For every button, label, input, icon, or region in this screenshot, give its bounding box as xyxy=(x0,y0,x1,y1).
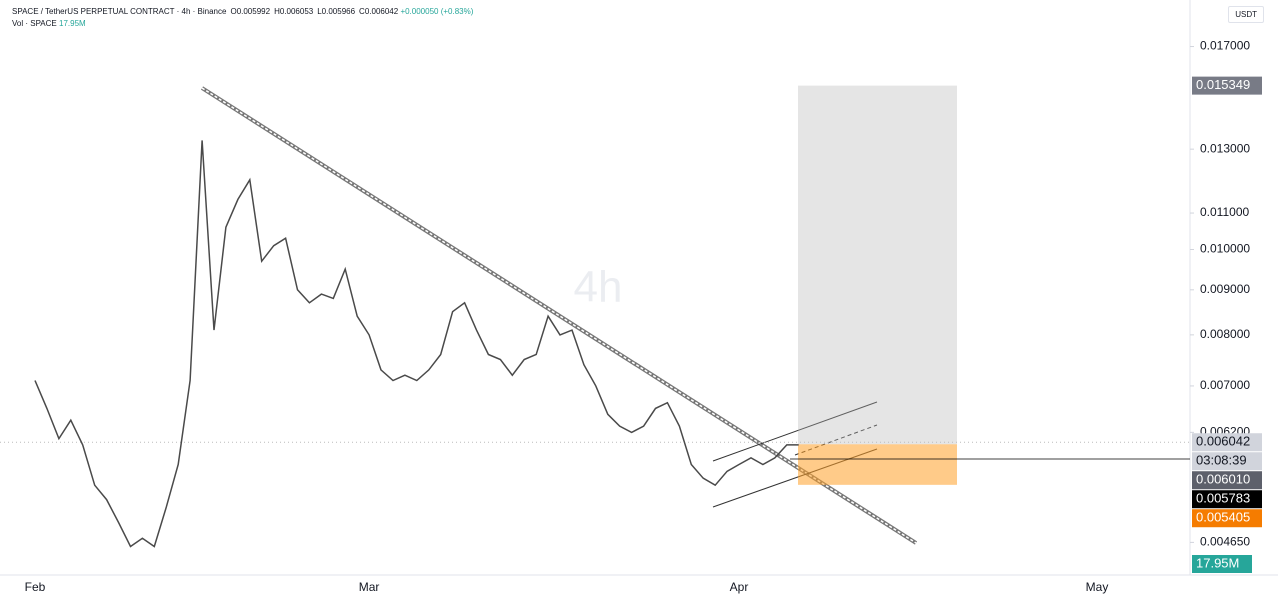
y-tick-label: 0.017000 xyxy=(1200,39,1250,53)
change: +0.000050 (+0.83%) xyxy=(400,7,474,16)
y-tick-label: 0.007000 xyxy=(1200,378,1250,392)
symbol-row: SPACE / TetherUS PERPETUAL CONTRACT · 4h… xyxy=(12,6,473,18)
x-tick-label: Feb xyxy=(25,580,46,594)
price-label: 0.005783 xyxy=(1196,491,1250,506)
channel-mid xyxy=(794,424,878,456)
y-tick-label: 0.008000 xyxy=(1200,327,1250,341)
ohlc-value: 0.005966 xyxy=(321,7,356,16)
price-label: 0.006010 xyxy=(1196,472,1250,487)
volume-name: Vol · SPACE xyxy=(12,19,57,28)
y-tick-label: 0.013000 xyxy=(1200,141,1250,155)
price-label-bg xyxy=(1192,509,1262,528)
stop-zone xyxy=(798,444,957,485)
legend: SPACE / TetherUS PERPETUAL CONTRACT · 4h… xyxy=(12,6,473,30)
channel-top xyxy=(712,401,878,462)
price-label-bg xyxy=(1192,433,1262,452)
watermark: 4h xyxy=(574,263,623,312)
price-line-series xyxy=(34,140,799,548)
y-tick-label: 0.010000 xyxy=(1200,242,1250,256)
target-zone xyxy=(798,85,957,445)
ohlc-key: C xyxy=(359,7,365,16)
price-label-bg xyxy=(1192,490,1262,509)
countdown: 03:08:39 xyxy=(1196,453,1247,468)
price-label: 0.006042 xyxy=(1196,434,1250,449)
y-tick-label: 0.004650 xyxy=(1200,535,1250,549)
price-label-bg xyxy=(1192,76,1262,95)
volume-badge: 17.95M xyxy=(1196,555,1239,570)
ohlc-key: L xyxy=(317,7,322,16)
countdown-bg xyxy=(1192,452,1262,471)
symbol: SPACE / TetherUS PERPETUAL CONTRACT · 4h… xyxy=(12,7,227,16)
y-tick-label: 0.009000 xyxy=(1200,282,1250,296)
ohlc-key: H xyxy=(274,7,280,16)
trendline-inner xyxy=(201,87,917,544)
price-label-bg xyxy=(1192,471,1262,490)
ohlc-value: 0.005992 xyxy=(236,7,271,16)
ohlc: O0.005992 H0.006053 L0.005966 C0.006042 xyxy=(226,7,398,16)
y-tick-label: 0.011000 xyxy=(1200,205,1249,219)
volume-value: 17.95M xyxy=(59,19,86,28)
currency-button[interactable]: USDT xyxy=(1228,6,1264,23)
trendline xyxy=(200,86,918,545)
ohlc-key: O xyxy=(230,7,237,16)
price-label: 0.015349 xyxy=(1196,77,1250,92)
y-tick-label: 0.006200 xyxy=(1200,425,1250,439)
x-tick-label: May xyxy=(1086,580,1109,594)
x-tick-label: Mar xyxy=(359,580,380,594)
price-label: 0.005405 xyxy=(1196,510,1250,525)
x-tick-label: Apr xyxy=(730,580,749,594)
channel-bottom xyxy=(712,448,878,508)
volume-row: Vol · SPACE 17.95M xyxy=(12,18,473,30)
ohlc-value: 0.006042 xyxy=(364,7,399,16)
drawings xyxy=(200,86,918,545)
ohlc-value: 0.006053 xyxy=(279,7,314,16)
volume-badge-bg xyxy=(1192,555,1252,573)
